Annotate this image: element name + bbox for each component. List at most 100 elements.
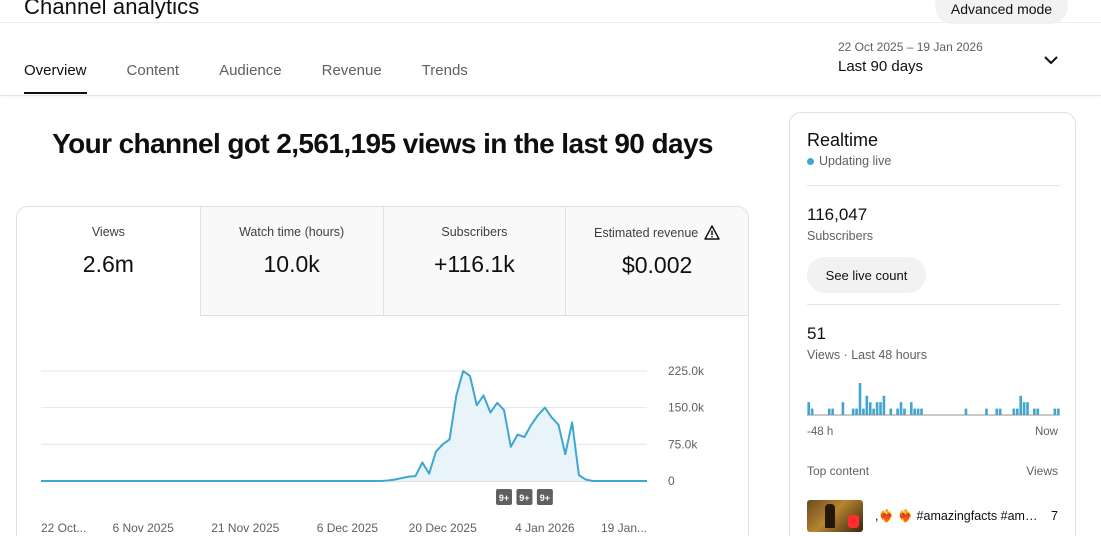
- date-range-dates: 22 Oct 2025 – 19 Jan 2026: [838, 40, 983, 54]
- realtime-bar: [889, 408, 893, 415]
- metric-value: 10.0k: [263, 251, 320, 277]
- y-tick-label: 150.0k: [668, 401, 705, 415]
- annotation-badge-bg: [496, 489, 513, 505]
- annotation-badge-label: 9+: [519, 493, 529, 503]
- realtime-bar: [807, 402, 811, 415]
- see-live-count-button[interactable]: See live count: [807, 257, 926, 293]
- realtime-bar: [827, 408, 831, 415]
- realtime-axis-start: -48 h: [807, 426, 834, 438]
- realtime-bar: [810, 408, 814, 415]
- realtime-bar: [995, 408, 999, 415]
- realtime-bar: [964, 408, 968, 415]
- realtime-bar: [882, 395, 886, 415]
- realtime-bar: [1056, 408, 1060, 415]
- metric-subscribers[interactable]: Subscribers +116.1k: [382, 207, 566, 316]
- realtime-views-chart: [807, 383, 1060, 416]
- date-range-picker[interactable]: 22 Oct 2025 – 19 Jan 2026 Last 90 days: [838, 40, 983, 75]
- views-chart: 225.0k 150.0k 75.0k 0 9+ 9+ 9+ 22 Oct... 6 Nov 2…: [41, 364, 705, 535]
- warning-icon[interactable]: [704, 225, 720, 240]
- realtime-bar: [1019, 395, 1022, 415]
- header-divider: [0, 22, 1101, 23]
- realtime-status-text: Updating live: [819, 154, 892, 168]
- realtime-bar: [1026, 402, 1029, 415]
- annotation-badge-label: 9+: [499, 493, 509, 503]
- video-thumbnail: [807, 500, 863, 532]
- x-tick-label: 6 Nov 2025: [112, 521, 174, 535]
- realtime-bar: [896, 408, 899, 415]
- views-line: [41, 370, 647, 482]
- x-tick-label: 21 Nov 2025: [211, 521, 279, 535]
- annotation-badge-bg: [516, 489, 533, 505]
- realtime-bar: [1036, 408, 1040, 415]
- realtime-bar: [909, 402, 913, 415]
- realtime-card: Realtime Updating live 116,047 Subscribe…: [789, 112, 1076, 536]
- x-tick-label: 6 Dec 2025: [317, 521, 379, 535]
- metric-label: Watch time (hours): [239, 225, 345, 239]
- realtime-bar: [1012, 408, 1016, 415]
- top-content-label: Top content: [807, 464, 870, 478]
- shorts-icon: [848, 515, 859, 528]
- metric-watch-time[interactable]: Watch time (hours) 10.0k: [199, 207, 383, 316]
- metric-value: $0.002: [621, 251, 693, 278]
- advanced-mode-button[interactable]: Advanced mode: [935, 0, 1068, 24]
- views-area: [41, 371, 647, 481]
- annotation-badge[interactable]: 9+: [496, 489, 513, 505]
- realtime-bar: [875, 402, 879, 415]
- realtime-bar: [879, 402, 882, 415]
- realtime-bar: [872, 408, 875, 415]
- realtime-bar: [903, 408, 906, 415]
- top-content-title: ,❤️‍🔥 ❤️‍🔥 #amazingfacts #amazing: [875, 508, 1040, 523]
- metric-views[interactable]: Views 2.6m: [17, 207, 200, 316]
- page-title: Channel analytics: [24, 0, 200, 19]
- metric-label-text: Estimated revenue: [594, 225, 699, 240]
- date-range-label: Last 90 days: [838, 58, 924, 75]
- metric-label: Views: [91, 225, 125, 239]
- metric-label: Estimated revenue: [594, 225, 720, 240]
- annotation-badge-label: 9+: [540, 493, 550, 503]
- realtime-bar: [998, 408, 1002, 415]
- annotation-badge[interactable]: 9+: [516, 489, 533, 505]
- tab-audience[interactable]: Audience: [219, 62, 282, 79]
- realtime-bar: [985, 408, 988, 415]
- top-content-views-label: Views: [1026, 464, 1058, 478]
- tab-trends[interactable]: Trends: [421, 62, 468, 79]
- chevron-down-icon[interactable]: [1043, 54, 1059, 66]
- realtime-bar: [865, 395, 869, 415]
- divider: [807, 304, 1060, 305]
- divider: [807, 185, 1060, 186]
- overview-card: Views 2.6m Watch time (hours) 10.0k Subs…: [16, 206, 749, 536]
- views-headline: Your channel got 2,561,195 views in the …: [52, 128, 713, 159]
- thumbnail-figure: [825, 504, 835, 528]
- analytics-tabs: Overview Content Audience Revenue Trends: [24, 52, 508, 96]
- annotation-badge[interactable]: 9+: [536, 489, 553, 505]
- live-dot-icon: [807, 157, 814, 165]
- realtime-bar: [920, 408, 923, 415]
- realtime-bar: [855, 408, 858, 415]
- realtime-bar: [899, 402, 903, 415]
- realtime-bar: [1015, 408, 1019, 415]
- realtime-views-value: 51: [807, 324, 826, 343]
- tab-overview[interactable]: Overview: [24, 52, 87, 94]
- realtime-bar: [1033, 408, 1036, 415]
- realtime-subscribers-label: Subscribers: [807, 229, 873, 243]
- top-content-item[interactable]: ,❤️‍🔥 ❤️‍🔥 #amazingfacts #amazing 7: [807, 499, 1058, 533]
- tab-revenue[interactable]: Revenue: [321, 62, 382, 79]
- realtime-bar: [916, 408, 920, 415]
- metric-tabs: Views 2.6m Watch time (hours) 10.0k Subs…: [17, 207, 748, 316]
- realtime-bar: [858, 383, 862, 415]
- realtime-bar: [862, 408, 865, 415]
- metric-value: +116.1k: [433, 251, 515, 277]
- metric-label: Subscribers: [441, 225, 508, 239]
- top-content-header: Top content Views: [807, 464, 1058, 478]
- realtime-bar: [913, 408, 917, 415]
- tabs-divider: [0, 95, 1101, 96]
- realtime-bar: [868, 402, 872, 415]
- realtime-views-label: Views · Last 48 hours: [807, 348, 927, 362]
- metric-value: 2.6m: [82, 251, 134, 277]
- tab-content[interactable]: Content: [126, 62, 180, 79]
- realtime-axis-end: Now: [1034, 426, 1058, 438]
- realtime-bar: [831, 408, 834, 415]
- x-tick-label: 4 Jan 2026: [515, 521, 575, 535]
- y-tick-label: 0: [668, 474, 675, 488]
- metric-estimated-revenue[interactable]: Estimated revenue $0.002: [565, 207, 748, 316]
